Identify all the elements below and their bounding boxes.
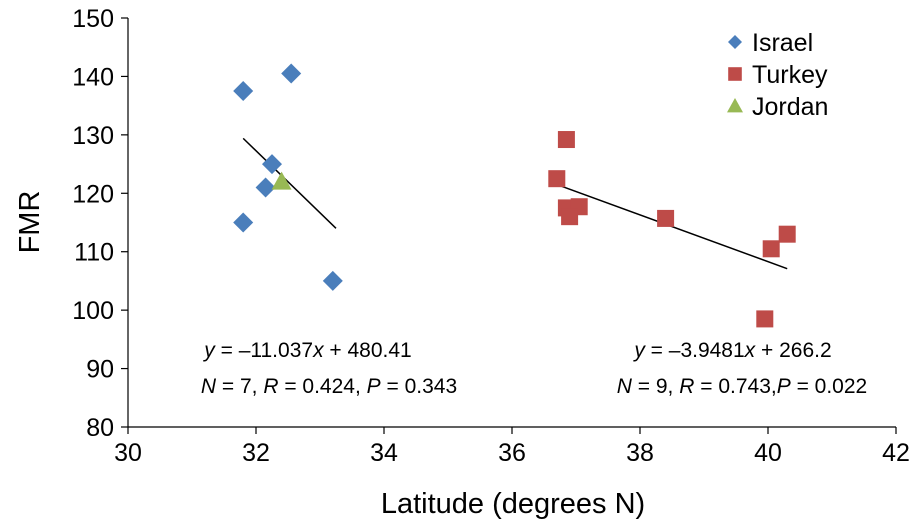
israel-point	[281, 63, 302, 84]
annotation-segment: P	[367, 375, 381, 398]
annotation-segment: = 0.424,	[278, 375, 366, 398]
legend-marker-turkey	[728, 67, 742, 81]
trendline	[559, 184, 788, 270]
y-tick-label: 100	[72, 297, 114, 325]
turkey-point	[557, 131, 575, 149]
israel-point	[233, 81, 254, 102]
turkey-point	[756, 310, 774, 328]
regression-equation-1-line1: y = –11.037x + 480.41	[202, 339, 411, 362]
legend-marker-israel	[728, 35, 742, 49]
annotation-segment: + 266.2	[755, 339, 831, 362]
x-tick-label: 40	[754, 439, 782, 467]
legend-marker-jordan	[727, 98, 743, 113]
trendline	[242, 137, 337, 229]
annotation-segment: + 480.41	[324, 339, 412, 362]
turkey-point	[762, 240, 780, 258]
annotation-segment: y	[632, 339, 646, 362]
annotation-segment: P	[777, 375, 791, 398]
turkey-point	[778, 225, 796, 243]
legend: Israel Turkey Jordan	[727, 29, 828, 121]
tick-labels: 30 32 34 36 38 40 42 80 90 100 110 120 130 140 150	[72, 5, 910, 467]
annotation-segment: N	[201, 375, 217, 398]
x-axis-title: Latitude (degrees N)	[381, 488, 645, 520]
legend-label-israel: Israel	[752, 29, 813, 57]
annotation-segment: = –11.037	[215, 339, 313, 362]
y-axis-title: FMR	[14, 191, 46, 254]
annotation-segment: = 0.022	[791, 375, 867, 398]
annotation-segment: x	[744, 339, 757, 362]
regression-equation-1-line2: N = 7, R = 0.424, P = 0.343	[201, 375, 457, 398]
x-tick-label: 30	[114, 439, 142, 467]
annotation-segment: x	[312, 339, 325, 362]
data-points	[233, 63, 796, 328]
x-tick-label: 42	[882, 439, 910, 467]
israel-point	[322, 270, 343, 291]
regression-equation-2-line1: y = –3.9481x + 266.2	[632, 339, 831, 362]
x-tick-label: 34	[370, 439, 398, 467]
regression-equation-2-line2: N = 9, R = 0.743,P = 0.022	[617, 375, 867, 398]
turkey-point	[548, 170, 566, 188]
regression-annotations: y = –11.037x + 480.41N = 7, R = 0.424, P…	[201, 339, 867, 398]
x-tick-label: 32	[242, 439, 270, 467]
x-tick-label: 36	[498, 439, 526, 467]
annotation-segment: = –3.9481	[645, 339, 745, 362]
jordan-point	[271, 171, 292, 190]
y-tick-label: 150	[72, 5, 114, 33]
turkey-point	[561, 208, 579, 226]
legend-label-turkey: Turkey	[752, 61, 828, 89]
y-tick-label: 140	[72, 63, 114, 91]
annotation-segment: = 7,	[216, 375, 263, 398]
y-tick-label: 80	[86, 414, 114, 442]
annotation-segment: R	[679, 375, 694, 398]
israel-point	[255, 177, 276, 198]
legend-label-jordan: Jordan	[752, 93, 828, 121]
ticks	[121, 17, 897, 434]
annotation-segment: = 0.743,	[694, 375, 776, 398]
y-tick-label: 130	[72, 122, 114, 150]
turkey-point	[657, 209, 675, 227]
israel-point	[262, 154, 282, 175]
trendlines	[242, 137, 788, 270]
israel-point	[233, 212, 254, 233]
annotation-segment: = 0.343	[381, 375, 457, 398]
x-tick-label: 38	[626, 439, 654, 467]
annotation-segment: N	[617, 375, 633, 398]
annotation-segment: R	[263, 375, 278, 398]
annotation-segment: y	[202, 339, 216, 362]
y-tick-label: 110	[74, 239, 114, 267]
y-tick-label: 120	[72, 180, 114, 208]
y-tick-label: 90	[86, 356, 114, 384]
annotation-segment: = 9,	[632, 375, 679, 398]
